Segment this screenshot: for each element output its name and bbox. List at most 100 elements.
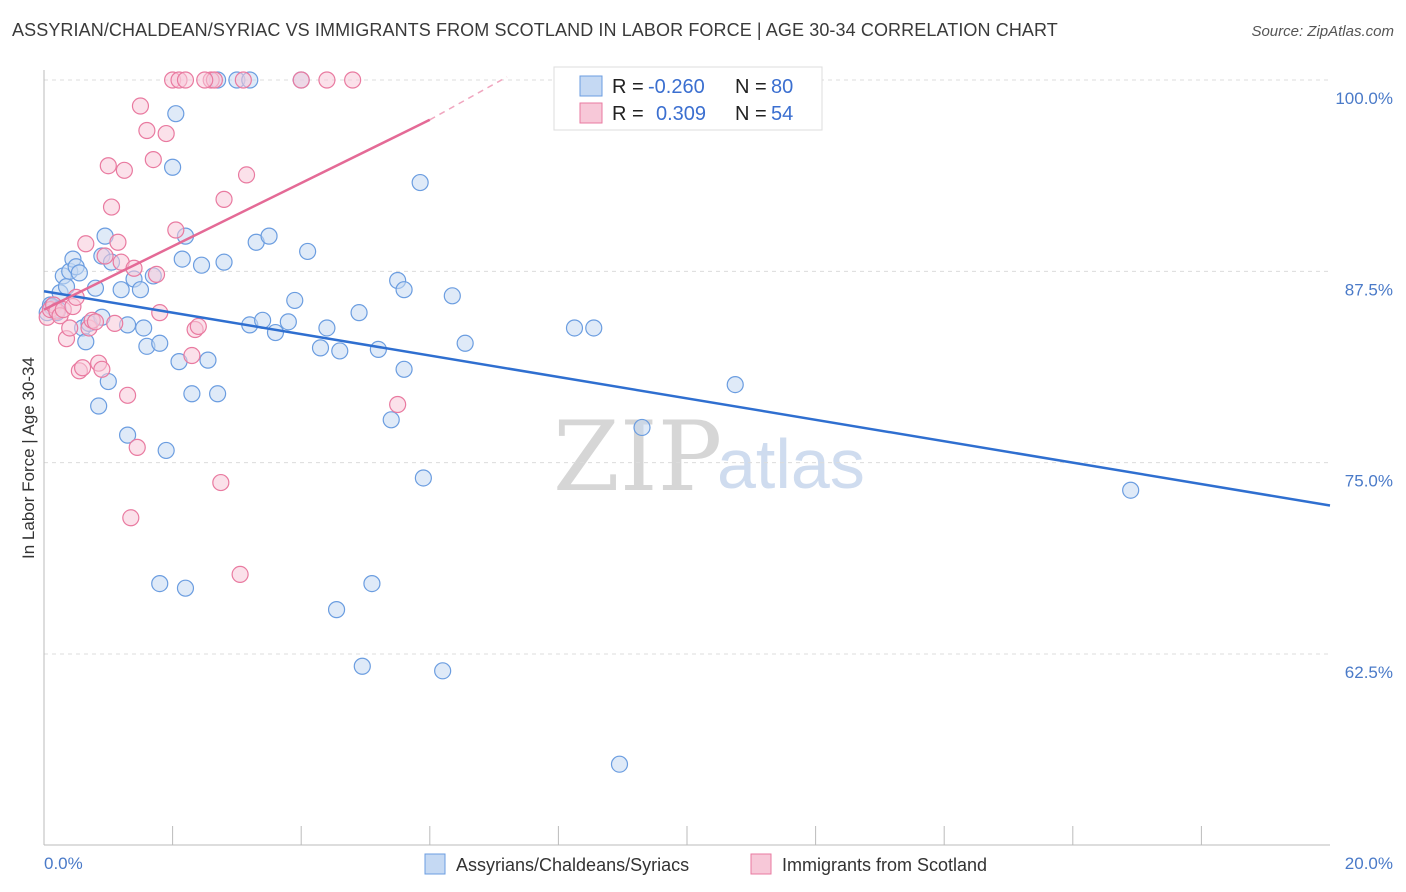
legend-label-assyrians: Assyrians/Chaldeans/Syriacs bbox=[456, 855, 689, 875]
point-assyrians bbox=[151, 574, 169, 593]
point-assyrians bbox=[286, 291, 304, 310]
point-assyrians bbox=[199, 351, 217, 369]
point-scotland bbox=[389, 395, 407, 414]
point-assyrians bbox=[135, 319, 153, 337]
point-assyrians bbox=[363, 574, 381, 593]
y-axis-label: In Labor Force | Age 30-34 bbox=[19, 357, 38, 559]
trendline-assyrians bbox=[43, 289, 1331, 507]
point-scotland bbox=[115, 161, 133, 179]
stats-r-label-pink: R = bbox=[612, 103, 644, 125]
point-assyrians bbox=[395, 281, 413, 299]
series-legend: Assyrians/Chaldeans/Syriacs Immigrants f… bbox=[424, 853, 987, 875]
chart-title: ASSYRIAN/CHALDEAN/SYRIAC VS IMMIGRANTS F… bbox=[12, 20, 1058, 40]
point-scotland bbox=[96, 247, 114, 265]
point-assyrians bbox=[118, 426, 137, 444]
point-assyrians bbox=[173, 250, 191, 268]
point-assyrians bbox=[353, 657, 371, 675]
point-scotland bbox=[128, 438, 146, 456]
point-scotland bbox=[318, 71, 336, 89]
stats-n-label-pink: N = bbox=[735, 103, 767, 125]
scatter-points bbox=[38, 71, 1140, 773]
point-assyrians bbox=[411, 173, 429, 192]
legend-swatch-scotland bbox=[750, 853, 772, 875]
trend-lines bbox=[43, 76, 1331, 507]
point-assyrians bbox=[151, 334, 169, 352]
point-scotland bbox=[176, 71, 195, 89]
stats-r-value-pink: 0.309 bbox=[656, 103, 706, 125]
point-assyrians bbox=[443, 287, 461, 305]
stats-n-label-blue: N = bbox=[735, 76, 767, 98]
point-assyrians bbox=[331, 342, 349, 360]
legend-label-scotland: Immigrants from Scotland bbox=[782, 855, 987, 875]
point-assyrians bbox=[70, 264, 88, 282]
y-tick-label: 100.0% bbox=[1335, 89, 1393, 108]
stats-swatch-pink bbox=[579, 102, 603, 124]
point-scotland bbox=[212, 473, 230, 492]
y-tick-label: 62.5% bbox=[1345, 663, 1393, 682]
point-scotland bbox=[73, 359, 92, 377]
point-assyrians bbox=[565, 319, 584, 337]
point-scotland bbox=[183, 346, 201, 365]
stats-n-value-pink: 54 bbox=[771, 103, 793, 125]
point-assyrians bbox=[311, 339, 330, 357]
point-assyrians bbox=[382, 411, 400, 429]
point-assyrians bbox=[318, 319, 336, 337]
stats-legend: R = -0.260 N = 80 R = 0.309 N = 54 bbox=[553, 66, 823, 131]
x-tick-label: 20.0% bbox=[1345, 854, 1393, 873]
watermark-atlas: atlas bbox=[717, 425, 865, 503]
point-scotland bbox=[231, 565, 249, 584]
x-tick-label: 0.0% bbox=[44, 854, 83, 873]
point-scotland bbox=[157, 124, 175, 143]
point-assyrians bbox=[192, 256, 211, 274]
point-assyrians bbox=[266, 323, 285, 342]
point-scotland bbox=[292, 71, 310, 89]
point-scotland bbox=[106, 314, 124, 332]
point-assyrians bbox=[1122, 481, 1140, 499]
point-scotland bbox=[109, 233, 127, 251]
point-scotland bbox=[189, 317, 207, 336]
point-scotland bbox=[196, 71, 214, 89]
chart-source: Source: ZipAtlas.com bbox=[1251, 23, 1394, 40]
point-assyrians bbox=[176, 579, 195, 597]
point-scotland bbox=[138, 121, 156, 140]
point-assyrians bbox=[434, 662, 452, 680]
point-scotland bbox=[344, 71, 362, 89]
point-assyrians bbox=[164, 158, 182, 176]
point-scotland bbox=[118, 386, 137, 404]
point-scotland bbox=[61, 319, 79, 337]
point-scotland bbox=[122, 509, 140, 527]
point-assyrians bbox=[633, 418, 651, 437]
point-scotland bbox=[147, 265, 166, 283]
y-tick-label: 87.5% bbox=[1345, 280, 1393, 299]
point-scotland bbox=[99, 157, 117, 175]
y-tick-labels: 100.0% 87.5% 75.0% 62.5% bbox=[1335, 89, 1393, 682]
watermark-zip: ZIP bbox=[553, 401, 722, 513]
point-assyrians bbox=[131, 281, 150, 299]
point-scotland bbox=[86, 313, 105, 331]
point-assyrians bbox=[260, 227, 278, 245]
legend-swatch-assyrians bbox=[424, 853, 446, 875]
point-assyrians bbox=[414, 469, 432, 487]
stats-swatch-blue bbox=[579, 75, 603, 97]
point-assyrians bbox=[585, 319, 603, 337]
trendline-scotland bbox=[43, 118, 431, 311]
point-assyrians bbox=[112, 281, 130, 299]
point-scotland bbox=[215, 190, 233, 208]
point-assyrians bbox=[299, 242, 317, 261]
point-assyrians bbox=[167, 105, 185, 123]
point-assyrians bbox=[350, 304, 368, 322]
point-assyrians bbox=[369, 340, 387, 358]
point-scotland bbox=[237, 166, 256, 184]
point-assyrians bbox=[610, 755, 629, 773]
point-scotland bbox=[93, 360, 111, 378]
point-assyrians bbox=[395, 360, 413, 378]
stats-r-label-blue: R = bbox=[612, 76, 644, 98]
trendline-scotland-extension bbox=[429, 76, 508, 121]
stats-r-value-blue: -0.260 bbox=[648, 76, 705, 98]
point-scotland bbox=[102, 198, 121, 216]
point-assyrians bbox=[726, 376, 744, 394]
point-assyrians bbox=[456, 334, 474, 352]
point-scotland bbox=[144, 150, 162, 169]
stats-n-value-blue: 80 bbox=[771, 76, 793, 98]
